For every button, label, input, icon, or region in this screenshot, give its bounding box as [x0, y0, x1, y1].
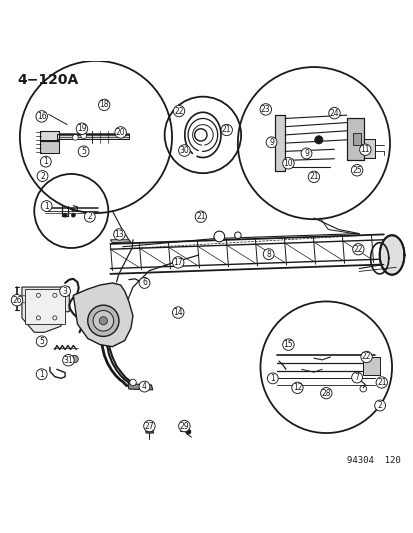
Polygon shape [25, 289, 65, 324]
Text: 5: 5 [39, 337, 44, 346]
Text: 15: 15 [283, 340, 292, 349]
Circle shape [147, 426, 151, 430]
Text: 16: 16 [37, 112, 46, 121]
Text: 9: 9 [268, 138, 273, 147]
Polygon shape [40, 140, 59, 154]
Text: 29: 29 [179, 422, 189, 431]
Text: 21: 21 [221, 125, 231, 134]
Text: 21: 21 [196, 212, 205, 221]
Polygon shape [274, 115, 285, 171]
Polygon shape [346, 118, 363, 159]
Text: 8: 8 [266, 249, 271, 259]
Text: 3: 3 [62, 287, 67, 296]
Text: 7: 7 [354, 373, 358, 382]
Polygon shape [57, 134, 128, 139]
Text: 94304  120: 94304 120 [346, 456, 399, 465]
Circle shape [129, 379, 136, 386]
Polygon shape [40, 131, 59, 141]
Polygon shape [262, 303, 389, 431]
Text: 9: 9 [303, 149, 308, 158]
Text: 1: 1 [44, 201, 49, 211]
Polygon shape [352, 133, 360, 145]
Text: 13: 13 [114, 230, 124, 239]
Text: 14: 14 [173, 308, 183, 317]
Circle shape [81, 133, 86, 139]
Text: 30: 30 [179, 146, 189, 155]
Text: 22: 22 [353, 245, 362, 254]
Text: 2: 2 [40, 172, 45, 181]
Circle shape [99, 317, 107, 325]
Text: 22: 22 [174, 107, 183, 116]
Text: 12: 12 [292, 383, 301, 392]
Polygon shape [363, 139, 374, 158]
Circle shape [234, 232, 240, 239]
Polygon shape [73, 283, 133, 346]
Text: 31: 31 [64, 356, 73, 365]
Text: 26: 26 [12, 296, 22, 305]
Text: 6: 6 [142, 278, 147, 287]
Text: 1: 1 [43, 157, 48, 166]
Text: 25: 25 [351, 166, 361, 175]
Text: 28: 28 [321, 389, 330, 398]
Polygon shape [180, 426, 188, 431]
Text: 23: 23 [260, 105, 270, 114]
Polygon shape [128, 384, 152, 390]
Text: 22: 22 [361, 352, 370, 361]
Text: 2: 2 [87, 212, 92, 221]
Text: 21: 21 [376, 378, 386, 387]
Circle shape [214, 231, 224, 242]
Text: 11: 11 [360, 145, 369, 154]
Text: 21: 21 [309, 172, 318, 181]
Text: 1: 1 [39, 370, 44, 379]
Text: 4: 4 [142, 382, 147, 391]
Polygon shape [362, 357, 379, 375]
Text: 4−120A: 4−120A [18, 73, 79, 87]
Circle shape [63, 213, 67, 217]
Circle shape [314, 136, 322, 144]
Text: 17: 17 [173, 258, 183, 267]
Text: 10: 10 [283, 159, 292, 168]
Text: 27: 27 [144, 422, 154, 431]
Polygon shape [145, 427, 153, 433]
Text: 2: 2 [377, 401, 382, 410]
Text: 24: 24 [329, 109, 339, 118]
Circle shape [71, 356, 78, 363]
Text: 5: 5 [81, 147, 86, 156]
Circle shape [186, 430, 190, 434]
Text: 19: 19 [77, 124, 87, 133]
Text: 18: 18 [99, 100, 109, 109]
Circle shape [88, 305, 119, 336]
Polygon shape [22, 287, 69, 332]
Circle shape [93, 311, 114, 331]
Circle shape [71, 213, 75, 217]
Polygon shape [110, 240, 131, 243]
Circle shape [72, 134, 78, 140]
Text: 1: 1 [270, 374, 275, 383]
Text: 20: 20 [116, 128, 125, 137]
Polygon shape [379, 235, 404, 274]
